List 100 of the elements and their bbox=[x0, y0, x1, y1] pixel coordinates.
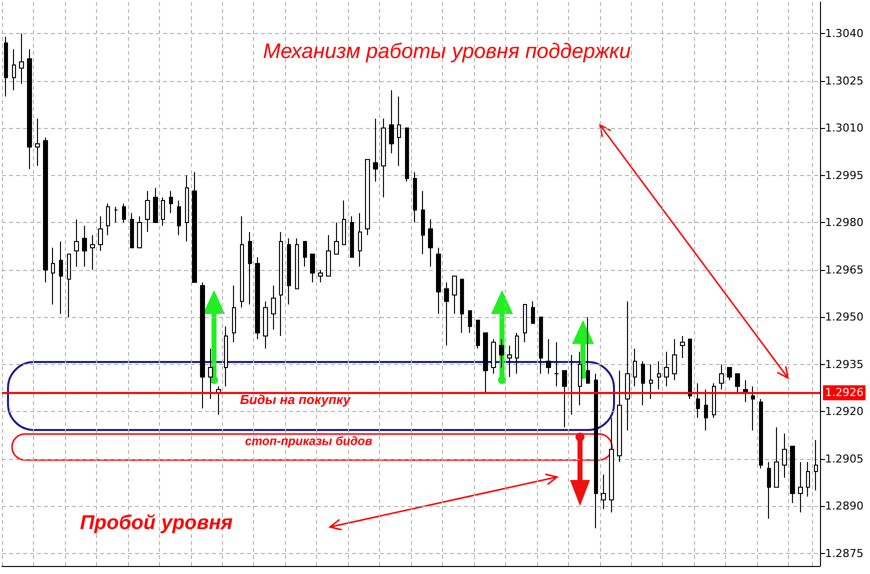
candlestick bbox=[59, 240, 63, 314]
candlestick bbox=[531, 300, 535, 324]
candlestick bbox=[271, 285, 276, 330]
candlestick bbox=[460, 278, 464, 334]
y-tick-label: 1.2995 bbox=[825, 168, 864, 182]
candlestick bbox=[326, 234, 331, 277]
candlestick bbox=[350, 216, 354, 258]
candlestick bbox=[4, 36, 8, 98]
candlestick bbox=[814, 439, 818, 491]
candlestick bbox=[782, 433, 787, 478]
candlestick bbox=[200, 282, 205, 409]
candlestick bbox=[704, 389, 708, 432]
candlestick bbox=[586, 316, 590, 384]
candlestick bbox=[43, 136, 48, 283]
candlestick bbox=[483, 332, 488, 394]
y-tick-label: 1.3025 bbox=[825, 74, 864, 88]
candlestick bbox=[468, 310, 472, 334]
candlestick bbox=[546, 338, 551, 374]
candlestick bbox=[452, 276, 457, 314]
candlestick bbox=[389, 90, 394, 154]
candlestick bbox=[421, 190, 425, 255]
text: Механизм работы уровня поддержки bbox=[263, 40, 632, 63]
candlestick bbox=[641, 360, 645, 406]
candlestick bbox=[153, 187, 158, 224]
y-tick-label: 1.2980 bbox=[825, 216, 864, 230]
candlestick bbox=[232, 285, 236, 343]
candlestick bbox=[318, 269, 323, 283]
candlestick bbox=[428, 218, 433, 268]
candlestick bbox=[609, 417, 614, 513]
candlestick bbox=[507, 344, 512, 378]
candlestick bbox=[342, 200, 346, 246]
candlestick bbox=[240, 216, 244, 308]
candlestick bbox=[334, 222, 339, 255]
candlestick bbox=[287, 238, 291, 305]
candlestick bbox=[295, 238, 299, 290]
candlestick bbox=[114, 206, 118, 224]
candlestick bbox=[539, 316, 543, 374]
candlestick bbox=[719, 364, 724, 390]
candlestick bbox=[806, 462, 810, 498]
candlestick bbox=[578, 351, 582, 406]
candlestick bbox=[688, 338, 692, 400]
ref-line-label: 1.2926 bbox=[825, 386, 864, 400]
candlestick bbox=[161, 196, 165, 226]
candlestick bbox=[774, 426, 779, 488]
candlestick bbox=[51, 247, 55, 305]
candlestick bbox=[649, 364, 653, 400]
candlestick bbox=[145, 190, 150, 233]
candlestick bbox=[735, 373, 740, 394]
candlestick bbox=[303, 240, 307, 268]
candlestick bbox=[35, 118, 40, 166]
candlestick bbox=[279, 232, 283, 336]
annotation: Пробой уровня bbox=[80, 512, 233, 534]
candlestick bbox=[224, 326, 228, 387]
y-tick-label: 1.3010 bbox=[825, 122, 864, 135]
candlestick bbox=[216, 386, 221, 416]
candlestick bbox=[562, 370, 567, 428]
candlestick bbox=[413, 172, 417, 224]
candlestick bbox=[365, 159, 370, 236]
candlestick bbox=[712, 382, 716, 418]
candlestick bbox=[310, 254, 315, 283]
candlestick bbox=[106, 203, 110, 236]
candlestick bbox=[82, 225, 87, 268]
candlestick bbox=[672, 338, 677, 381]
candlestick bbox=[373, 118, 378, 182]
candlestick bbox=[27, 48, 32, 170]
y-tick-label: 1.2890 bbox=[825, 500, 864, 513]
annotation: Биды на покупку bbox=[240, 392, 352, 407]
candlestick bbox=[169, 190, 173, 214]
y-tick-label: 1.2935 bbox=[825, 358, 864, 371]
y-tick-label: 1.2920 bbox=[825, 405, 864, 418]
annotation: стоп-приказы бидов bbox=[245, 434, 372, 448]
candlestick bbox=[74, 218, 79, 268]
candlestick bbox=[798, 462, 803, 513]
candlestick bbox=[657, 360, 661, 390]
candlestick bbox=[19, 33, 24, 84]
candlestick bbox=[185, 174, 189, 242]
candlestick bbox=[617, 370, 622, 463]
candlestick bbox=[436, 247, 441, 314]
candlestick bbox=[122, 203, 126, 224]
candlestick bbox=[594, 373, 598, 529]
candlestick bbox=[554, 342, 559, 387]
candlestick bbox=[759, 398, 763, 469]
candlestick bbox=[192, 172, 197, 283]
candlestick bbox=[405, 128, 409, 182]
candlestick bbox=[664, 351, 669, 387]
y-tick-label: 1.2905 bbox=[825, 452, 864, 466]
candlestick bbox=[696, 382, 700, 418]
candlestick bbox=[751, 386, 755, 432]
candlestick bbox=[90, 234, 95, 270]
candlestick bbox=[397, 96, 401, 166]
candlestick bbox=[444, 282, 449, 346]
y-tick-label: 1.2875 bbox=[825, 546, 864, 560]
candlestick bbox=[137, 216, 142, 248]
candlestick bbox=[727, 366, 732, 381]
candlestick bbox=[263, 300, 268, 350]
y-tick-label: 1.2965 bbox=[825, 263, 864, 276]
candlestick bbox=[177, 200, 181, 236]
candlestick bbox=[98, 216, 103, 252]
candlestick bbox=[680, 335, 685, 359]
candlestick bbox=[633, 348, 637, 387]
